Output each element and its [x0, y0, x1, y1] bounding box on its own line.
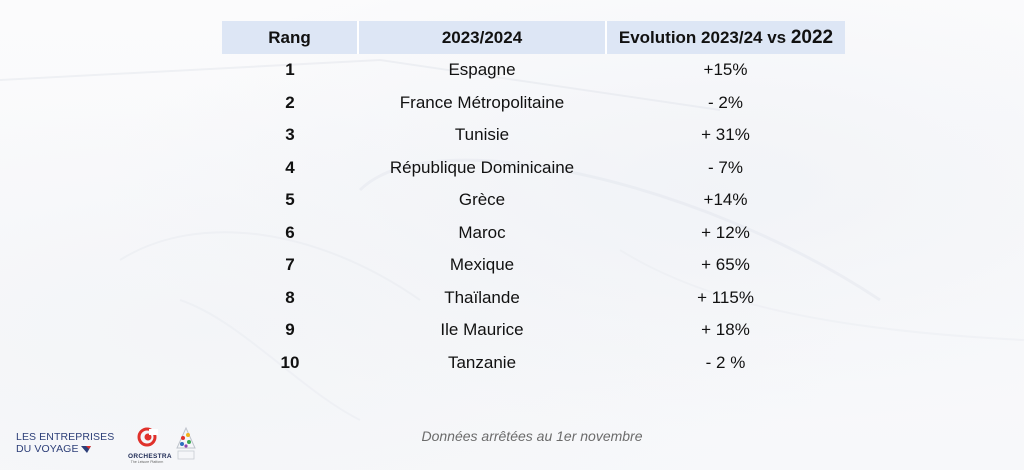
- header-evolution-year: 2022: [790, 26, 834, 48]
- table-row: 10 Tanzanie - 2 %: [222, 347, 845, 380]
- rank-cell: 3: [285, 125, 295, 145]
- table-row: 7 Mexique + 65%: [222, 249, 845, 282]
- evolution-cell: - 2 %: [705, 352, 746, 372]
- header-season: 2023/2024: [358, 21, 607, 54]
- evolution-cell: + 31%: [701, 125, 750, 145]
- orchestra-tagline: The Leisure Platform: [130, 460, 164, 464]
- destination-cell: France Métropolitaine: [399, 92, 565, 112]
- destination-cell: Tanzanie: [447, 352, 517, 372]
- header-rank: Rang: [222, 21, 359, 54]
- destination-cell: Espagne: [448, 60, 516, 80]
- rank-cell: 10: [280, 352, 300, 372]
- orchestra-name: ORCHESTRA: [128, 453, 172, 460]
- destination-cell: République Dominicaine: [389, 157, 575, 177]
- evolution-cell: + 65%: [701, 255, 750, 275]
- table-row: 9 Ile Maurice + 18%: [222, 314, 845, 347]
- destination-cell: Grèce: [458, 190, 506, 210]
- table-row: 6 Maroc + 12%: [222, 217, 845, 250]
- evolution-cell: - 2%: [708, 92, 743, 112]
- rank-cell: 2: [285, 92, 295, 112]
- evolution-cell: + 115%: [697, 287, 754, 307]
- destinations-ranking-table: Rang 2023/2024 Evolution 2023/24 vs 2022…: [222, 21, 845, 379]
- table-row: 4 République Dominicaine - 7%: [222, 152, 845, 185]
- data-cutoff-note: Données arrêtées au 1er novembre: [421, 428, 643, 444]
- evolution-cell: +14%: [703, 190, 748, 210]
- destination-cell: Thaïlande: [444, 287, 520, 307]
- rank-cell: 8: [285, 287, 295, 307]
- destination-cell: Maroc: [458, 222, 506, 242]
- header-evolution: Evolution 2023/24 vs 2022: [606, 21, 845, 54]
- table-row: 5 Grèce +14%: [222, 184, 845, 217]
- table-row: 8 Thaïlande + 115%: [222, 282, 845, 315]
- evolution-cell: + 18%: [701, 320, 750, 340]
- rank-cell: 5: [285, 190, 295, 210]
- partner-logo-icon: [176, 426, 196, 460]
- orchestra-swirl-icon: [137, 427, 158, 447]
- destination-cell: Ile Maurice: [440, 320, 524, 340]
- rank-cell: 6: [285, 222, 295, 242]
- header-evolution-prefix: Evolution 2023/24 vs: [618, 27, 791, 47]
- les-entreprises-du-voyage-logo: LES ENTREPRISES DU VOYAGE: [16, 431, 114, 455]
- table-row: 2 France Métropolitaine - 2%: [222, 87, 845, 120]
- rank-cell: 4: [285, 157, 295, 177]
- table-row: 3 Tunisie + 31%: [222, 119, 845, 152]
- rank-cell: 7: [285, 255, 295, 275]
- evolution-cell: +15%: [703, 60, 748, 80]
- orchestra-logo: ORCHESTRA The Leisure Platform: [128, 427, 172, 464]
- rank-cell: 1: [285, 60, 295, 80]
- destination-cell: Tunisie: [454, 125, 510, 145]
- table-header-row: Rang 2023/2024 Evolution 2023/24 vs 2022: [222, 21, 845, 54]
- logo-ev-line2-wrap: DU VOYAGE: [16, 443, 114, 455]
- ev-arrow-icon: [80, 446, 91, 454]
- evolution-cell: - 7%: [708, 157, 743, 177]
- logo-ev-line2: DU VOYAGE: [16, 443, 79, 455]
- table-row: 1 Espagne +15%: [222, 54, 845, 87]
- rank-cell: 9: [285, 320, 295, 340]
- destination-cell: Mexique: [449, 255, 515, 275]
- logo-ev-line1: LES ENTREPRISES: [16, 431, 115, 443]
- evolution-cell: + 12%: [701, 222, 750, 242]
